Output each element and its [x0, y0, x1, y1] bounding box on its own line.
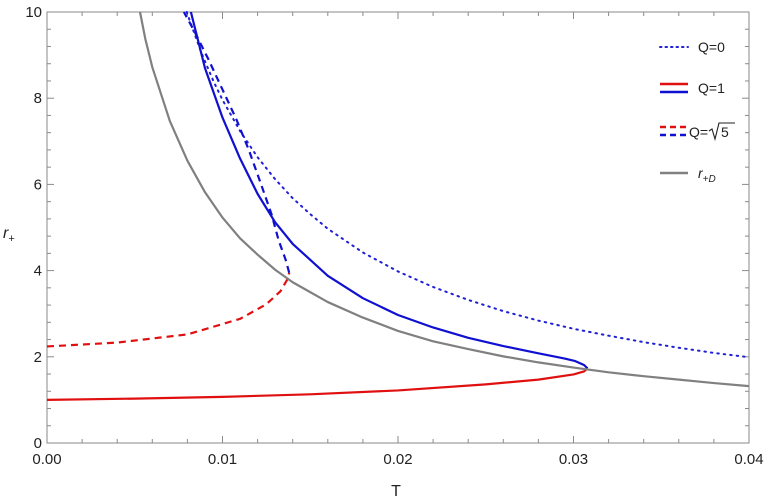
plot-border: [46, 11, 750, 444]
legend-label-q-prefix: Q=: [689, 124, 708, 140]
y-axis-label-main: r: [3, 225, 9, 242]
y-tick-label: 0: [34, 435, 42, 452]
y-axis-label: r+: [3, 225, 15, 245]
legend-label-rd-main: r: [698, 165, 704, 181]
legend-item-rd: r+D: [660, 165, 716, 185]
tick-labels: 0.00 0.01 0.02 0.03 0.04 0 2 4 6 8 10: [25, 4, 763, 468]
y-tick-label: 2: [34, 349, 42, 366]
series-line-0: [185, 11, 750, 359]
legend-label-rd: r+D: [698, 165, 716, 185]
x-tick-label: 0.04: [734, 451, 763, 468]
legend-label-q0: Q=0: [698, 39, 725, 55]
y-tick-label: 6: [34, 176, 42, 193]
y-axis-label-sub: +: [8, 233, 14, 245]
legend-label-q1: Q=1: [698, 80, 725, 96]
series-line-3: [46, 272, 291, 348]
legend: Q=0 Q=1 Q= 5 r+D: [659, 39, 735, 185]
series-line-2: [189, 11, 589, 370]
series-line-1: [46, 367, 589, 401]
legend-label-q-sqrt5: Q=: [689, 124, 708, 140]
series-line-4: [182, 11, 291, 274]
x-axis-label: T: [391, 483, 401, 500]
y-tick-label: 10: [25, 4, 42, 21]
legend-label-rd-sub: +D: [703, 174, 716, 185]
legend-item-q0: Q=0: [659, 39, 725, 55]
legend-item-q-sqrt5: Q= 5: [660, 122, 735, 142]
series-layer: [46, 11, 750, 401]
legend-label-radicand: 5: [721, 124, 729, 140]
legend-item-q1: Q=1: [660, 80, 725, 96]
plot-frame: [46, 11, 750, 444]
x-tick-label: 0.00: [32, 451, 61, 468]
x-tick-label: 0.01: [208, 451, 237, 468]
x-tick-label: 0.03: [559, 451, 588, 468]
sqrt-radical-sign: [708, 122, 735, 142]
x-tick-label: 0.02: [383, 451, 412, 468]
series-line-5: [138, 11, 750, 388]
y-tick-label: 8: [34, 90, 42, 107]
y-tick-label: 4: [34, 263, 42, 280]
axis-ticks: [46, 11, 750, 444]
